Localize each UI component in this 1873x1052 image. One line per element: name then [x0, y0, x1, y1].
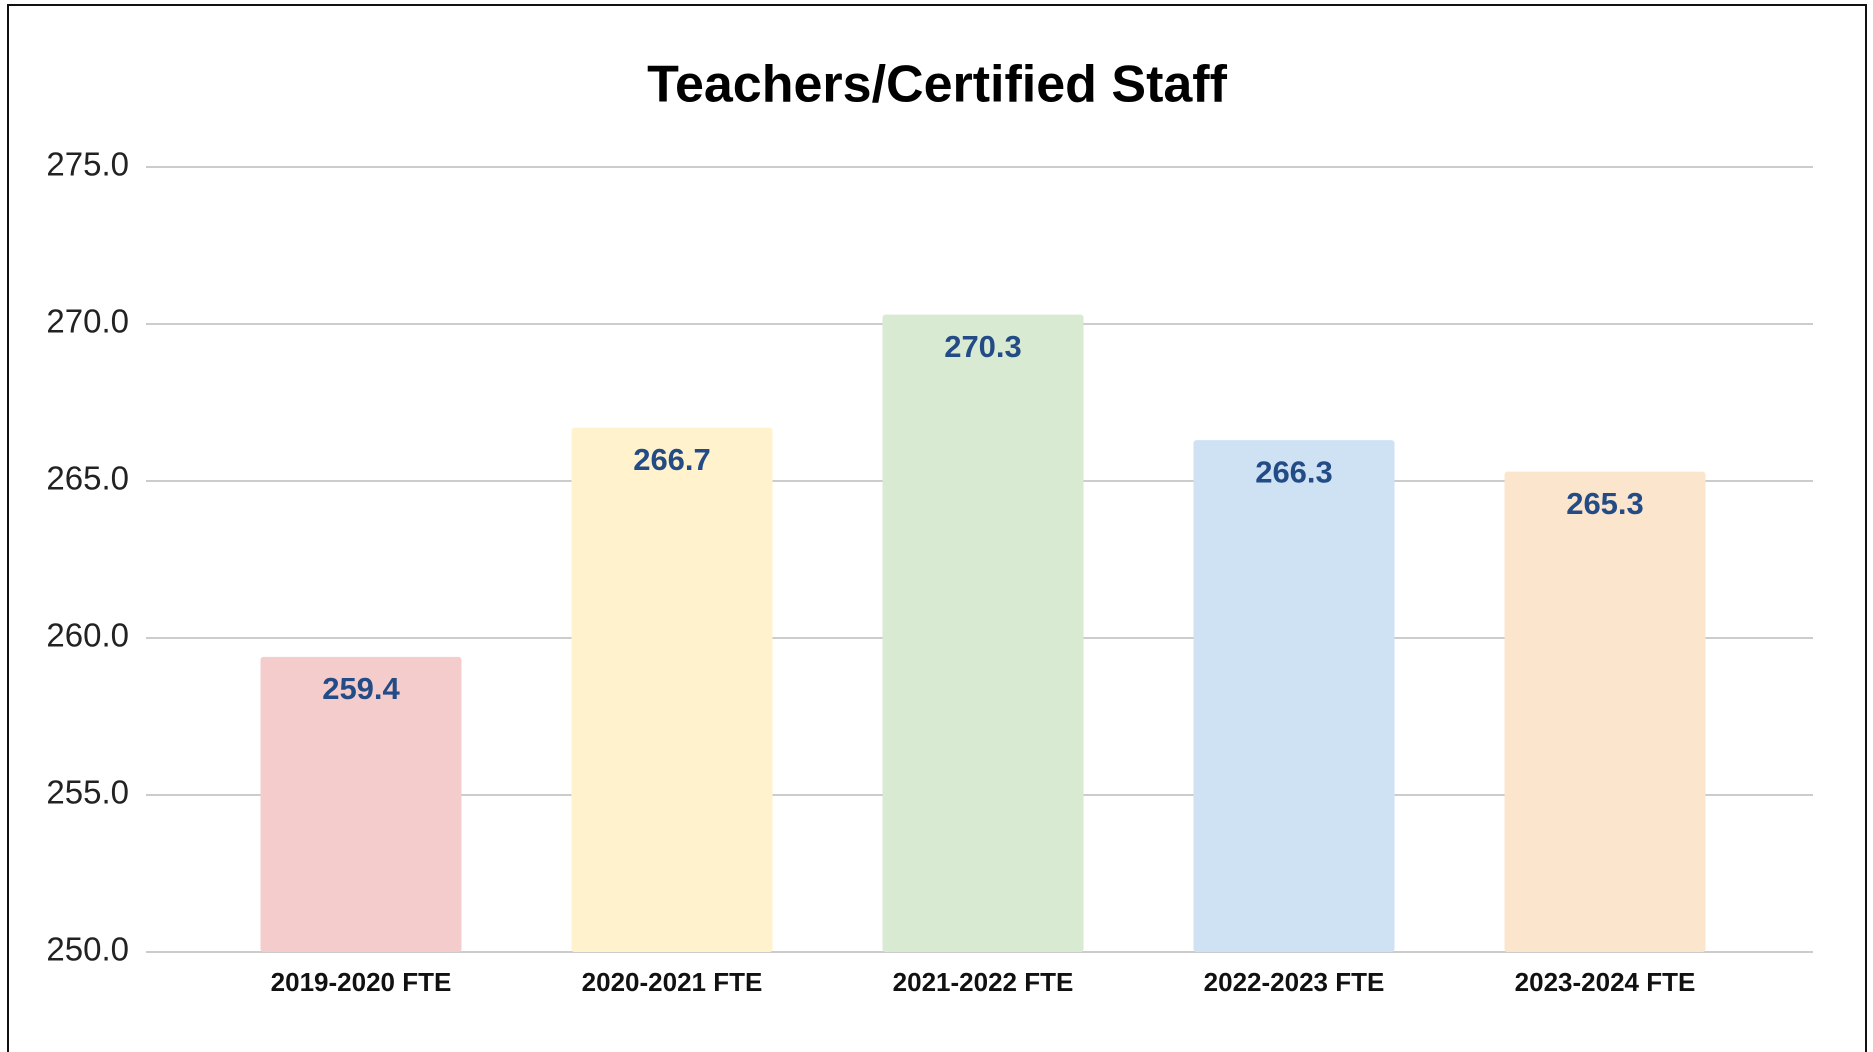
y-tick-label: 250.0	[46, 931, 129, 968]
y-tick-label: 260.0	[46, 617, 129, 654]
x-tick-label: 2022-2023 FTE	[1204, 967, 1385, 997]
x-tick-label: 2020-2021 FTE	[582, 967, 763, 997]
bar	[1193, 440, 1395, 952]
value-label: 259.4	[322, 671, 400, 706]
value-label: 266.7	[633, 442, 711, 477]
x-tick-label: 2019-2020 FTE	[271, 967, 452, 997]
bar	[882, 314, 1084, 953]
frame	[7, 4, 1867, 1052]
bar	[571, 427, 773, 952]
bar	[1504, 471, 1706, 952]
bar	[260, 656, 462, 952]
value-label: 266.3	[1255, 454, 1333, 489]
value-label: 270.3	[944, 329, 1022, 364]
y-tick-label: 270.0	[46, 303, 129, 340]
y-tick-label: 255.0	[46, 774, 129, 811]
y-tick-label: 265.0	[46, 460, 129, 497]
y-tick-label: 275.0	[46, 146, 129, 183]
chart-title: Teachers/Certified Staff	[647, 56, 1228, 114]
x-tick-label: 2021-2022 FTE	[893, 967, 1074, 997]
value-label: 265.3	[1566, 486, 1644, 521]
x-tick-label: 2023-2024 FTE	[1515, 967, 1696, 997]
